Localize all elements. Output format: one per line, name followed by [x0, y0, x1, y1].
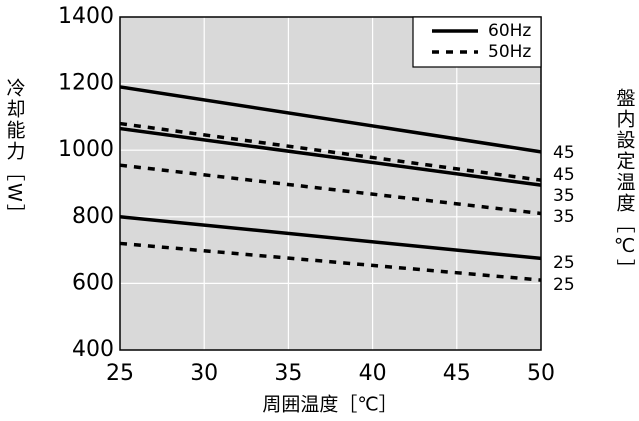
end-label: 45	[553, 165, 575, 185]
x-tick-label: 45	[443, 361, 471, 386]
legend-box	[412, 16, 542, 68]
legend-label: 50Hz	[488, 42, 531, 62]
series-line	[119, 85, 542, 154]
series-line	[119, 215, 542, 261]
y-tick-label: 800	[72, 204, 114, 229]
series-line	[119, 241, 542, 282]
series-line	[119, 163, 542, 216]
y-tick-label: 600	[72, 270, 114, 295]
y-tick-label: 1200	[58, 71, 114, 96]
y-axis-title: 冷却能力［W］	[4, 78, 26, 225]
end-label: 45	[553, 143, 575, 163]
x-tick-label: 30	[190, 361, 218, 386]
series-line	[119, 126, 542, 187]
x-tick-label: 50	[527, 361, 555, 386]
x-tick-label: 25	[106, 361, 134, 386]
legend-label: 60Hz	[488, 21, 531, 41]
end-label: 35	[553, 207, 575, 227]
y-tick-label: 1000	[58, 137, 114, 162]
y-tick-label: 400	[72, 337, 114, 362]
end-label: 35	[553, 186, 575, 206]
end-label: 25	[553, 253, 575, 273]
series-line	[119, 121, 542, 182]
x-axis-title: 周囲温度［℃］	[262, 394, 397, 416]
x-tick-label: 40	[359, 361, 387, 386]
plot-area	[120, 17, 541, 350]
right-axis-title: 盤内設定温度［℃］	[614, 88, 636, 280]
x-tick-label: 35	[274, 361, 302, 386]
y-tick-label: 1400	[58, 4, 114, 29]
end-label: 25	[553, 275, 575, 295]
